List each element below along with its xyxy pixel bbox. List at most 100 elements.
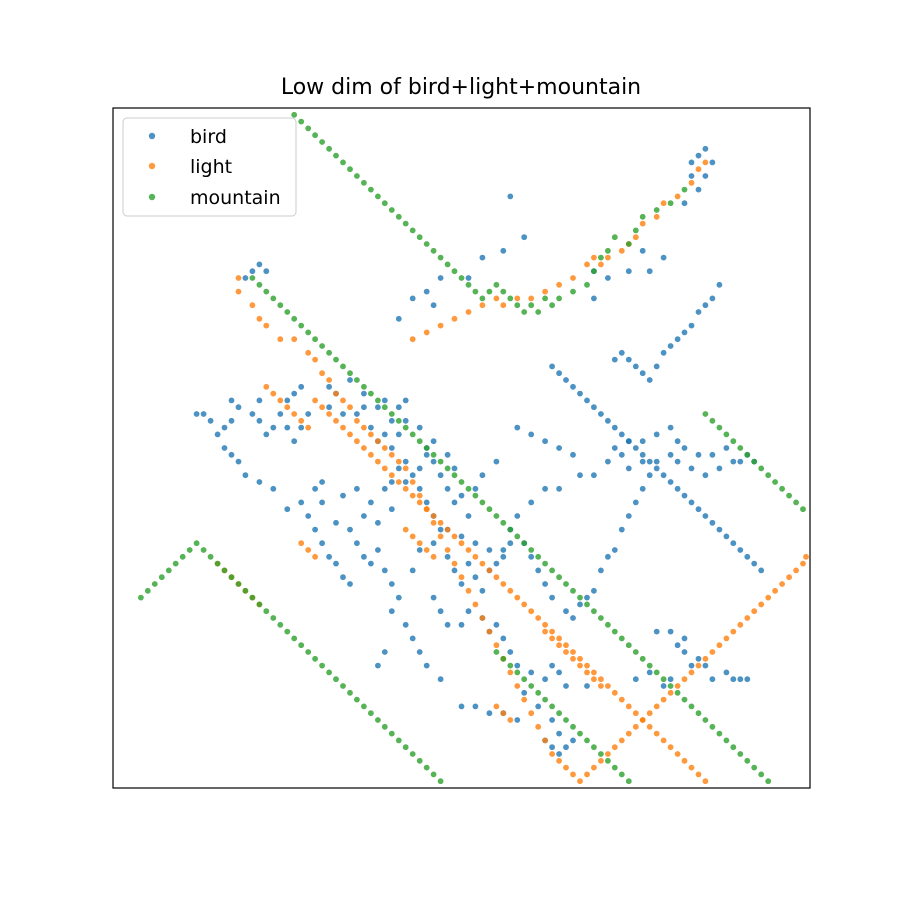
light-point (305, 424, 312, 431)
bird-point (458, 533, 465, 540)
bird-point (709, 295, 716, 302)
light-point (249, 302, 256, 309)
bird-point (618, 431, 625, 438)
mountain-point (598, 751, 604, 757)
bird-point (521, 234, 528, 241)
bird-point (368, 424, 374, 431)
light-point (688, 179, 695, 186)
bird-point (409, 635, 416, 642)
bird-point (563, 744, 569, 751)
mountain-point (744, 757, 751, 764)
bird-point (388, 417, 395, 424)
mountain-point (270, 615, 277, 621)
bird-point (570, 615, 576, 621)
mountain-point (716, 730, 723, 737)
bird-point (381, 649, 388, 655)
mountain-point (388, 411, 395, 417)
mountain-point (507, 295, 514, 302)
bird-point (375, 519, 381, 526)
mountain-point (361, 703, 367, 710)
light-point (388, 472, 395, 479)
light-point (493, 703, 500, 710)
mountain-point (423, 445, 430, 451)
light-point (486, 567, 493, 574)
bird-point (249, 411, 256, 417)
light-point (354, 417, 360, 424)
light-point (786, 574, 792, 581)
light-point (319, 404, 325, 411)
mountain-point (465, 485, 472, 492)
bird-point (660, 349, 667, 356)
bird-point (570, 383, 576, 390)
mountain-point (284, 309, 291, 315)
mountain-point (514, 533, 521, 540)
light-point (423, 547, 430, 553)
light-point (632, 710, 639, 717)
light-point (549, 628, 555, 635)
bird-point (375, 404, 381, 411)
bird-point (542, 485, 548, 492)
bird-point (667, 451, 674, 458)
mountain-point (263, 608, 270, 615)
bird-point (375, 547, 381, 553)
bird-point (639, 247, 646, 254)
bird-point (528, 553, 535, 560)
light-point (465, 547, 472, 553)
light-point (507, 669, 514, 676)
light-point (591, 669, 597, 676)
mountain-point (528, 547, 535, 553)
mountain-point (577, 594, 583, 601)
bird-point (361, 513, 367, 519)
mountain-point (793, 499, 799, 506)
bird-point (256, 397, 263, 404)
mountain-point (570, 587, 576, 594)
mountain-point (563, 717, 569, 723)
light-point (598, 757, 604, 764)
bird-point (207, 417, 214, 424)
bird-point (653, 458, 660, 465)
mountain-point (598, 254, 604, 261)
mountain-point (618, 771, 625, 778)
mountain-point (409, 227, 416, 234)
light-point (584, 261, 590, 268)
light-point (625, 730, 632, 737)
bird-point (549, 744, 555, 751)
mountain-point (305, 329, 312, 336)
mountain-point (646, 662, 653, 669)
bird-point (632, 676, 639, 683)
bird-point (228, 451, 235, 458)
bird-point (695, 186, 702, 193)
bird-point (625, 465, 632, 472)
light-point (235, 288, 242, 295)
mountain-point (165, 567, 172, 574)
bird-point (423, 451, 430, 458)
mountain-point (354, 173, 360, 179)
mountain-point (179, 553, 186, 560)
mountain-point (312, 336, 318, 343)
bird-point (570, 451, 576, 458)
mountain-point (542, 560, 548, 567)
bird-point (716, 526, 723, 533)
mountain-point (368, 186, 374, 193)
mountain-point (563, 581, 569, 587)
bird-point (221, 445, 228, 451)
bird-point (549, 363, 555, 370)
bird-point (326, 553, 332, 560)
mountain-point (326, 349, 332, 356)
bird-point (326, 383, 332, 390)
mountain-point (416, 438, 423, 445)
light-point (514, 594, 521, 601)
mountain-point (395, 737, 402, 744)
bird-point (507, 193, 514, 200)
mountain-point (521, 309, 528, 315)
light-point (556, 757, 562, 764)
bird-point (695, 506, 702, 513)
light-point (646, 710, 653, 717)
bird-point (256, 479, 263, 485)
light-point (611, 689, 618, 696)
bird-point (430, 458, 437, 465)
mountain-point (542, 295, 548, 302)
bird-point (451, 465, 458, 472)
mountain-point (667, 200, 674, 207)
light-point (500, 302, 507, 309)
